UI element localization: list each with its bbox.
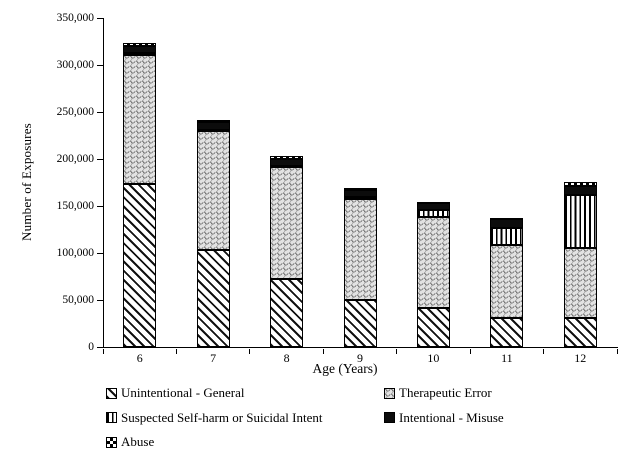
bar-segment-age-11 (490, 218, 524, 221)
legend-swatch-solid-black-icon (384, 412, 395, 423)
bar-segment-age-8 (270, 158, 304, 166)
y-axis-tick (96, 346, 103, 348)
legend-item: Suspected Self-harm or Suicidal Intent (106, 410, 378, 426)
x-axis-title: Age (Years) (312, 361, 378, 376)
x-category-label: 12 (574, 351, 587, 365)
x-category-label: 11 (501, 351, 513, 365)
y-tick-label: 200,000 (56, 152, 94, 165)
x-category-label: 8 (283, 351, 290, 365)
bar-segment-age-8 (270, 279, 304, 347)
x-category-label: 10 (427, 351, 440, 365)
bar-segment-age-6 (123, 53, 157, 56)
bar-segment-age-10 (416, 307, 450, 347)
x-axis-tick (102, 348, 104, 354)
x-category-label: 9 (357, 351, 363, 365)
bar-segment-age-8 (270, 167, 304, 280)
y-tick-label: 100,000 (56, 246, 94, 259)
bar-segment-age-11 (490, 228, 524, 245)
bar-segment-age-8 (270, 156, 304, 159)
y-tick-label: 350,000 (56, 11, 94, 24)
y-tick-label: 300,000 (56, 58, 94, 71)
legend-swatch-wavy-gray-icon (384, 387, 395, 399)
legend-item: Abuse (106, 434, 378, 450)
bar-segment-age-12 (563, 195, 597, 248)
legend-label: Intentional - Misuse (399, 409, 504, 425)
bar-segment-age-7 (196, 129, 230, 132)
x-axis-tick (249, 348, 251, 354)
legend-label: Therapeutic Error (399, 385, 492, 400)
y-tick-label: 150,000 (56, 199, 94, 212)
y-axis-tick (96, 299, 103, 301)
legend-item: Therapeutic Error (384, 385, 504, 401)
bar-segment-age-12 (563, 186, 597, 196)
bar-segment-age-7 (196, 131, 230, 251)
bar-segment-age-9 (343, 198, 377, 300)
legend-swatch-vertical-lines-icon (106, 412, 117, 423)
x-category-label: 6 (136, 351, 143, 365)
bar-segment-age-9 (343, 300, 377, 347)
bar-segment-age-12 (563, 317, 597, 347)
y-tick-label: 0 (88, 340, 94, 353)
bar-segment-age-10 (416, 210, 450, 218)
x-axis-tick (175, 348, 177, 354)
legend-label: Abuse (121, 434, 155, 449)
y-axis-tick (96, 205, 103, 207)
x-axis-tick (396, 348, 398, 354)
y-axis-tick (96, 64, 103, 66)
x-axis-tick (616, 348, 618, 354)
bar-segment-age-11 (490, 219, 524, 229)
x-axis-tick (322, 348, 324, 354)
x-axis-tick (543, 348, 545, 354)
y-tick-label: 50,000 (62, 293, 94, 306)
bar-segment-age-7 (196, 122, 230, 130)
bar-segment-age-9 (343, 196, 377, 199)
plot-area (103, 18, 618, 348)
x-category-label: 7 (210, 351, 217, 365)
bar-segment-age-8 (270, 165, 304, 168)
y-axis-tick (96, 158, 103, 160)
bar-segment-age-10 (416, 201, 450, 204)
bar-segment-age-6 (123, 45, 157, 54)
bar-segment-age-6 (123, 54, 157, 185)
legend-swatch-checkerboard-icon (106, 436, 117, 448)
y-tick-label: 250,000 (56, 105, 94, 118)
legend-item: Unintentional - General (106, 385, 378, 401)
legend-item: Intentional - Misuse (384, 410, 504, 426)
bar-segment-age-11 (490, 245, 524, 318)
legend-label: Unintentional - General (121, 385, 245, 400)
bar-segment-age-6 (123, 43, 157, 46)
bar-segment-age-10 (416, 217, 450, 308)
legend-swatch-diagonal-hatch-icon (106, 387, 117, 399)
bar-segment-age-12 (563, 247, 597, 318)
bar-segment-age-6 (123, 184, 157, 347)
bar-segment-age-10 (416, 203, 450, 211)
bar-segment-age-11 (490, 317, 524, 347)
bar-segment-age-7 (196, 250, 230, 347)
x-axis-tick (469, 348, 471, 354)
y-axis-tick (96, 111, 103, 113)
legend: Unintentional - General Therapeutic Error… (106, 385, 504, 450)
bar-segment-age-9 (343, 190, 377, 197)
bar-segment-age-12 (563, 182, 597, 187)
legend-label: Suspected Self-harm or Suicidal Intent (121, 409, 323, 425)
bar-segment-age-9 (343, 188, 377, 191)
y-axis-title: Number of Exposures (19, 123, 34, 241)
y-axis-tick (96, 252, 103, 254)
bar-segment-age-7 (196, 119, 230, 123)
y-axis-tick (96, 17, 103, 19)
